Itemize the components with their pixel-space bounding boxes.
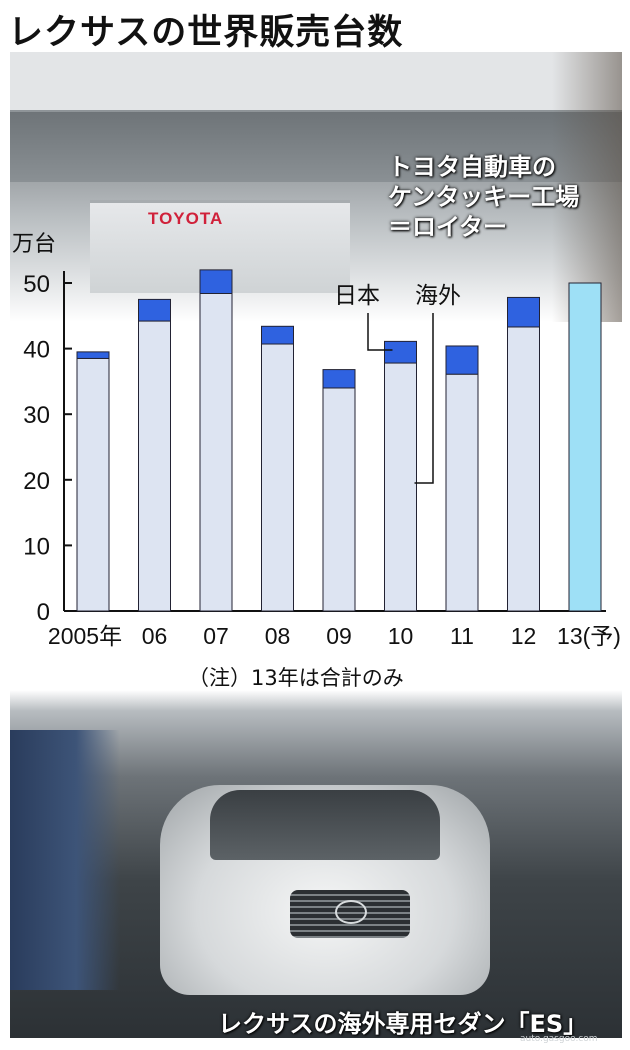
car-windshield: [210, 790, 440, 860]
sales-chart: 万台 0 10 20 30 40 50 2005年 06 07 08 09 10 11 12 13(予) 日本 海…: [0, 225, 630, 655]
bar-japan: [322, 387, 356, 612]
caption-line: ＝ロイター: [388, 213, 508, 241]
y-tick-label: 40: [23, 337, 50, 364]
y-tick-label: 10: [23, 533, 50, 560]
bar-japan: [199, 292, 233, 612]
x-tick-label: 08: [265, 623, 291, 649]
chart-note: （注）13年は合計のみ: [188, 666, 404, 690]
factory-photo: [10, 52, 622, 322]
bar-overseas: [445, 345, 479, 375]
page-title: レクサスの世界販売台数: [8, 13, 404, 53]
bar-overseas: [138, 298, 171, 322]
y-tick-label: 0: [37, 599, 50, 626]
x-tick-label: 06: [142, 623, 168, 649]
bar-japan: [445, 373, 479, 612]
y-axis-label: 万台: [12, 232, 56, 257]
bar-japan: [76, 357, 110, 612]
bar-overseas: [199, 269, 233, 294]
x-tick-label: 13(予): [557, 623, 621, 649]
x-tick-label: 11: [450, 623, 474, 649]
y-tick-label: 30: [23, 402, 50, 429]
assembly-line-photo: [10, 690, 622, 1038]
y-tick-label: 20: [23, 468, 50, 495]
x-tick-label: 09: [326, 623, 352, 649]
watermark: auto.gasgoo.com: [520, 1034, 598, 1044]
caption-line: ケンタッキー工場: [388, 183, 580, 211]
bar-overseas: [384, 340, 417, 364]
bar-overseas: [76, 351, 110, 359]
x-tick-label: 2005年: [48, 623, 122, 649]
caption-line: トヨタ自動車の: [388, 153, 556, 181]
assembly-photo-caption: レクサスの海外専用セダン「ES」: [218, 1010, 588, 1038]
bar-overseas: [261, 325, 294, 345]
bar-japan: [138, 320, 171, 612]
bar-japan: [261, 343, 294, 612]
legend-overseas-leader: [414, 313, 434, 484]
bar-japan: [384, 362, 417, 612]
legend-japan-label: 日本: [334, 283, 380, 309]
x-tick-label: 10: [388, 623, 414, 649]
sales-chart-svg: 万台 0 10 20 30 40 50 2005年 06 07 08 09 10 11 12 13(予) 日本 海…: [12, 232, 621, 649]
bar-overseas: [507, 296, 540, 328]
y-tick-label: 50: [23, 271, 50, 298]
bar-total-forecast: [568, 282, 602, 612]
bar-overseas: [322, 369, 356, 389]
lexus-logo-icon: [335, 900, 367, 924]
photo-sky: [10, 52, 622, 110]
x-tick-label: 07: [203, 623, 229, 649]
x-tick-label: 12: [511, 623, 537, 649]
workers: [10, 730, 120, 990]
legend-overseas-label: 海外: [415, 283, 461, 309]
toyota-sign: TOYOTA: [148, 209, 224, 228]
tree-branches: [552, 52, 622, 322]
factory-photo-caption: トヨタ自動車の ケンタッキー工場 ＝ロイター: [388, 152, 579, 242]
legend-japan-leader: [367, 313, 393, 351]
factory-building: [10, 112, 622, 182]
bar-japan: [507, 326, 540, 612]
